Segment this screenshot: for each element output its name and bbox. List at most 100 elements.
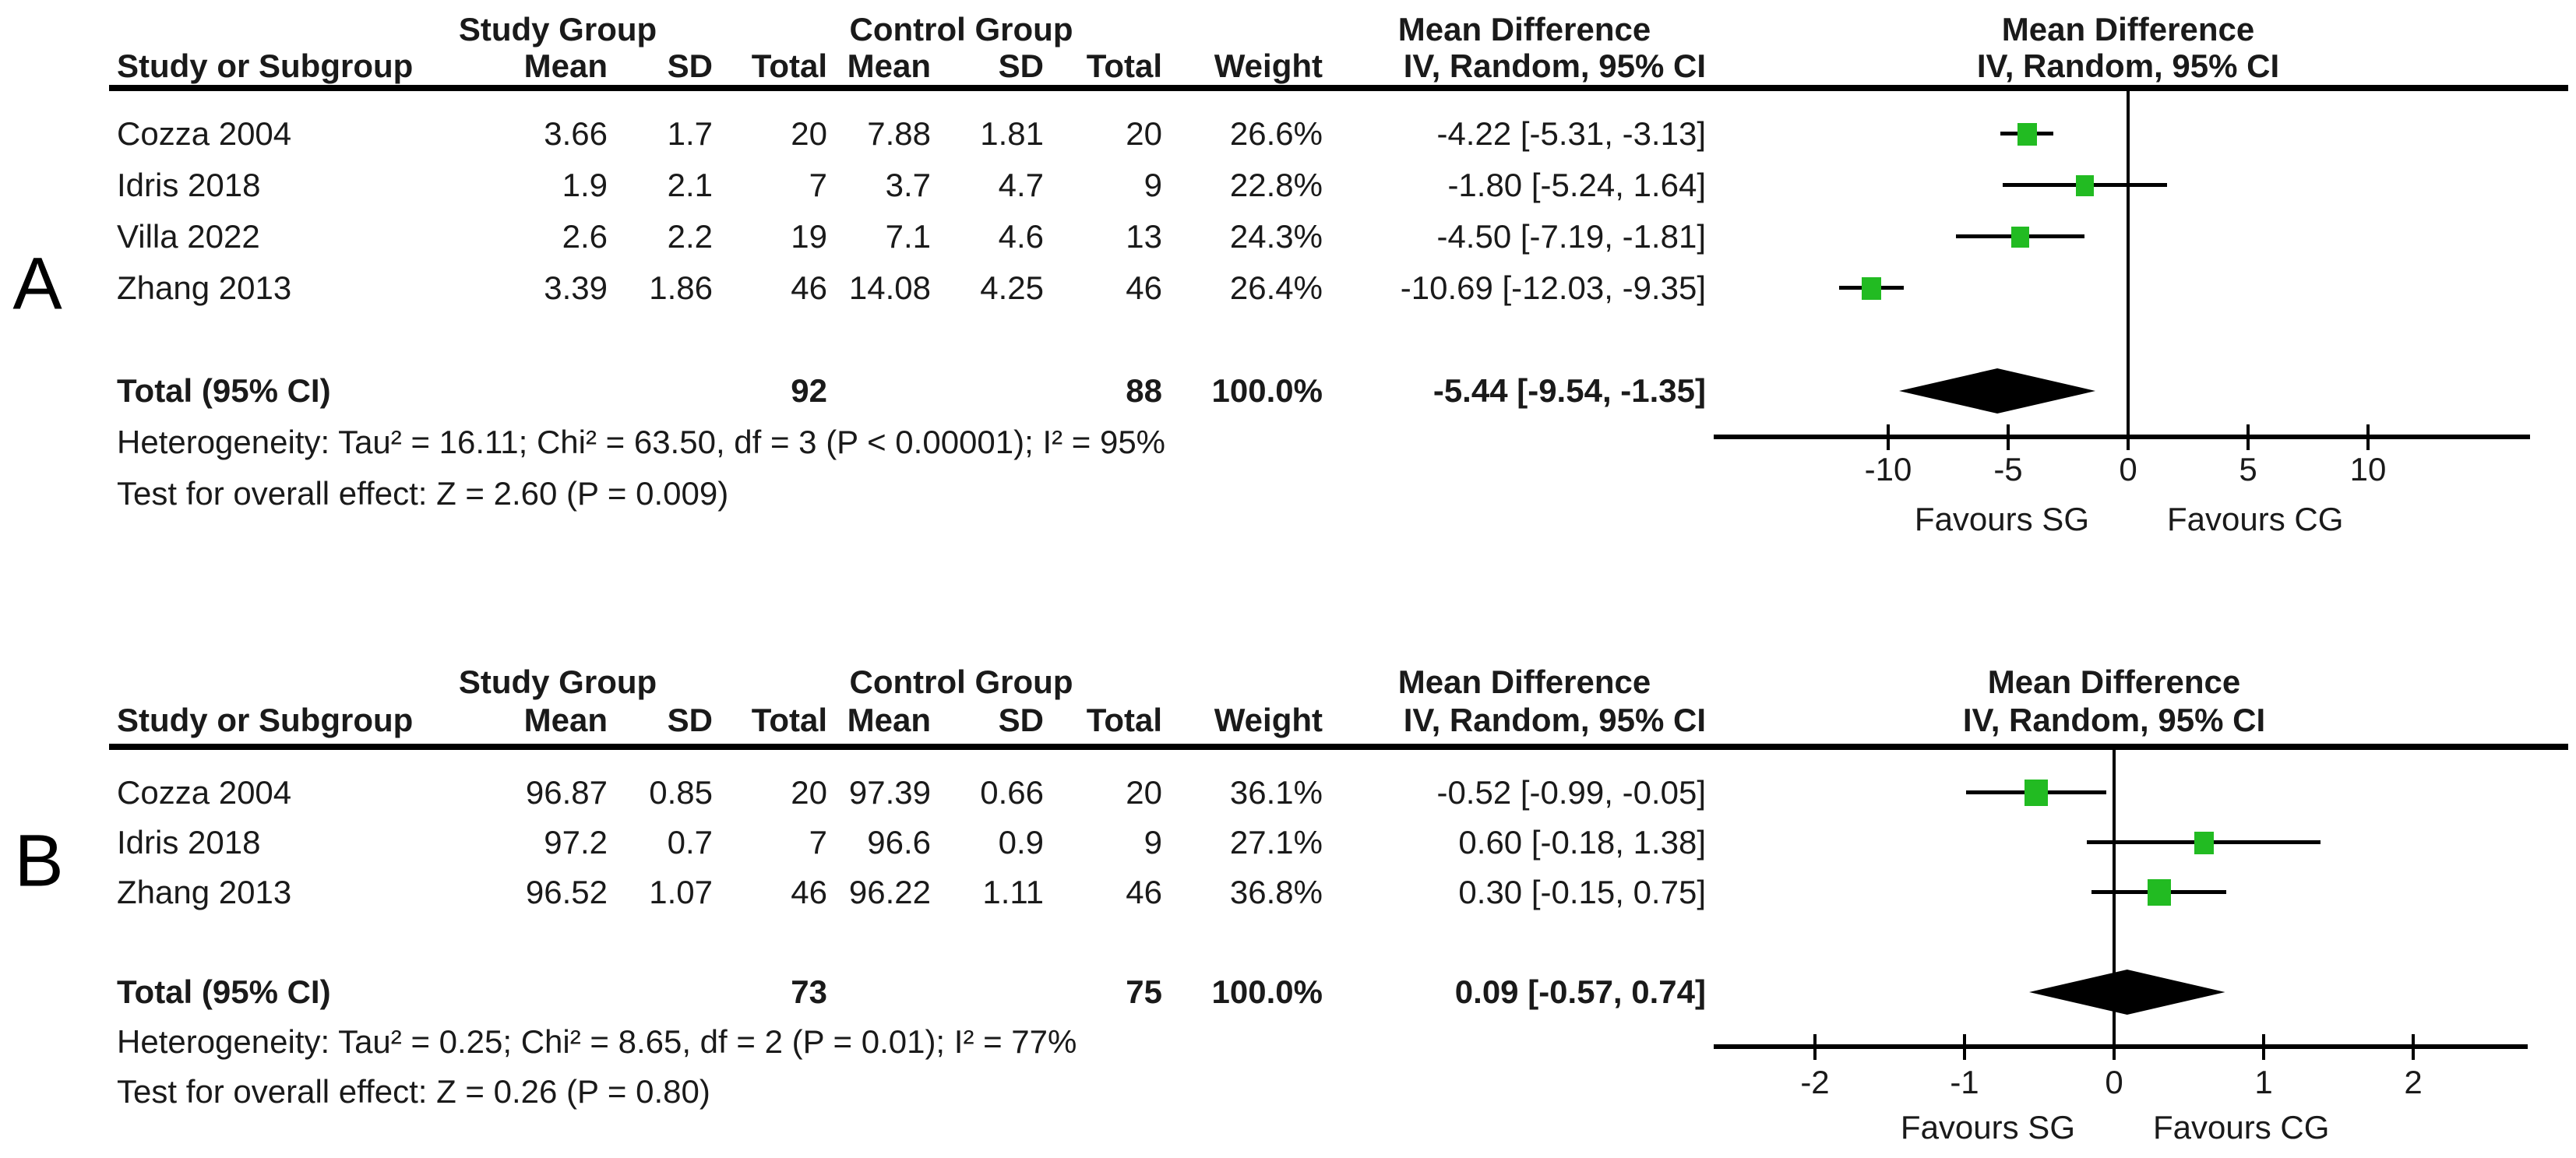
overall-effect-text: Test for overall effect: Z = 0.26 (P = 0… xyxy=(117,1073,710,1110)
weight-value: 36.1% xyxy=(1229,774,1323,811)
cg-sd-value: 1.81 xyxy=(980,115,1044,152)
ci-text-value: 0.60 [-0.18, 1.38] xyxy=(1458,824,1706,861)
weight-value: 27.1% xyxy=(1229,824,1323,861)
effect-square xyxy=(2194,831,2214,854)
column-header-cg-mean: Mean xyxy=(847,702,931,738)
cg-mean-value: 7.88 xyxy=(867,115,931,152)
heterogeneity-text: Heterogeneity: Tau² = 16.11; Chi² = 63.5… xyxy=(117,424,1166,460)
cg-mean-value: 3.7 xyxy=(885,167,931,203)
zero-line xyxy=(2113,750,2116,1049)
cg-total-value: 9 xyxy=(1144,167,1162,203)
sg-total-value: 46 xyxy=(791,269,827,306)
cg-total-value: 13 xyxy=(1126,218,1162,255)
x-axis-tick-label: -5 xyxy=(1993,451,2023,487)
panel-label-b: B xyxy=(14,819,64,903)
sg-mean-value: 96.52 xyxy=(525,874,608,910)
effect-square xyxy=(1862,276,1882,300)
x-axis-tick xyxy=(2262,1034,2265,1060)
plot-header-ci: IV, Random, 95% CI xyxy=(1976,48,2280,84)
group-header-study-group: Study Group xyxy=(458,11,657,48)
group-header-mean-difference: Mean Difference xyxy=(1397,663,1651,700)
x-axis-tick-label: 2 xyxy=(2404,1064,2423,1100)
sg-sd-value: 2.2 xyxy=(667,218,713,255)
ci-text-value: -10.69 [-12.03, -9.35] xyxy=(1400,269,1706,306)
x-axis-tick-label: 1 xyxy=(2254,1064,2273,1100)
column-header-cg-sd: SD xyxy=(998,48,1044,84)
column-header-sg-total: Total xyxy=(751,702,827,738)
sg-sd-value: 1.86 xyxy=(649,269,713,306)
sg-sd-value: 0.7 xyxy=(667,824,713,861)
pooled-diamond xyxy=(1899,368,2096,414)
heterogeneity-text: Heterogeneity: Tau² = 0.25; Chi² = 8.65,… xyxy=(117,1023,1077,1060)
cg-sd-value: 4.7 xyxy=(998,167,1044,203)
column-header-sg-mean: Mean xyxy=(523,702,608,738)
study-name: Zhang 2013 xyxy=(117,874,292,910)
total-sg-total: 73 xyxy=(791,973,827,1010)
total-sg-total: 92 xyxy=(791,372,827,409)
cg-total-value: 46 xyxy=(1126,874,1162,910)
sg-total-value: 46 xyxy=(791,874,827,910)
sg-mean-value: 97.2 xyxy=(544,824,608,861)
sg-sd-value: 1.7 xyxy=(667,115,713,152)
favours-right-label: Favours CG xyxy=(2153,1109,2330,1146)
column-header-cg-total: Total xyxy=(1086,48,1162,84)
study-name: Cozza 2004 xyxy=(117,115,292,152)
column-header-sg-sd: SD xyxy=(667,702,713,738)
cg-sd-value: 4.25 xyxy=(980,269,1044,306)
x-axis-tick xyxy=(2412,1034,2415,1060)
column-header-sg-sd: SD xyxy=(667,48,713,84)
study-name: Cozza 2004 xyxy=(117,774,292,811)
total-weight: 100.0% xyxy=(1211,372,1323,409)
total-cg-total: 88 xyxy=(1126,372,1162,409)
study-name: Idris 2018 xyxy=(117,167,261,203)
column-header-cg-mean: Mean xyxy=(847,48,931,84)
header-rule xyxy=(109,744,2568,750)
x-axis-tick xyxy=(1887,424,1890,450)
x-axis-tick xyxy=(2366,424,2370,450)
cg-total-value: 46 xyxy=(1126,269,1162,306)
column-header-cg-total: Total xyxy=(1086,702,1162,738)
x-axis-tick-label: -1 xyxy=(1950,1064,1979,1100)
x-axis-line xyxy=(1714,1044,2528,1049)
x-axis-tick-label: 0 xyxy=(2105,1064,2123,1100)
total-label: Total (95% CI) xyxy=(117,973,331,1010)
ci-text-value: -4.22 [-5.31, -3.13] xyxy=(1436,115,1706,152)
sg-total-value: 20 xyxy=(791,115,827,152)
overall-effect-text: Test for overall effect: Z = 2.60 (P = 0… xyxy=(117,475,729,512)
cg-sd-value: 0.9 xyxy=(998,824,1044,861)
cg-mean-value: 14.08 xyxy=(848,269,931,306)
weight-value: 26.6% xyxy=(1229,115,1323,152)
sg-total-value: 7 xyxy=(809,824,827,861)
total-ci-text: 0.09 [-0.57, 0.74] xyxy=(1454,973,1706,1010)
favours-left-label: Favours SG xyxy=(1914,501,2089,537)
sg-total-value: 19 xyxy=(791,218,827,255)
sg-mean-value: 2.6 xyxy=(562,218,608,255)
x-axis-tick-label: -2 xyxy=(1800,1064,1830,1100)
effect-square xyxy=(2010,226,2029,248)
favours-right-label: Favours CG xyxy=(2167,501,2344,537)
cg-mean-value: 96.22 xyxy=(848,874,931,910)
x-axis-tick xyxy=(2007,424,2010,450)
sg-total-value: 7 xyxy=(809,167,827,203)
header-rule xyxy=(109,85,2568,91)
x-axis-line xyxy=(1714,435,2530,439)
cg-sd-value: 0.66 xyxy=(980,774,1044,811)
column-header-cg-sd: SD xyxy=(998,702,1044,738)
weight-value: 26.4% xyxy=(1229,269,1323,306)
zero-line xyxy=(2127,91,2130,439)
ci-text-value: -1.80 [-5.24, 1.64] xyxy=(1447,167,1706,203)
plot-header-mean-difference: Mean Difference xyxy=(1987,663,2241,700)
study-name: Villa 2022 xyxy=(117,218,260,255)
sg-sd-value: 2.1 xyxy=(667,167,713,203)
sg-total-value: 20 xyxy=(791,774,827,811)
column-header-sg-total: Total xyxy=(751,48,827,84)
column-header-ci: IV, Random, 95% CI xyxy=(1403,702,1706,738)
effect-square xyxy=(2147,879,2171,906)
cg-total-value: 20 xyxy=(1126,115,1162,152)
weight-value: 22.8% xyxy=(1229,167,1323,203)
cg-mean-value: 96.6 xyxy=(867,824,931,861)
cg-mean-value: 7.1 xyxy=(885,218,931,255)
column-header-weight: Weight xyxy=(1214,48,1323,84)
study-name: Idris 2018 xyxy=(117,824,261,861)
